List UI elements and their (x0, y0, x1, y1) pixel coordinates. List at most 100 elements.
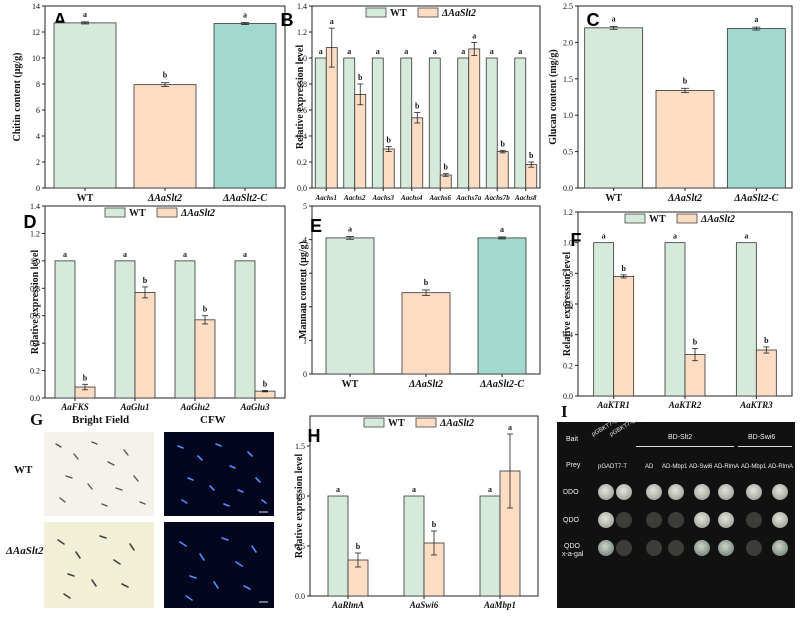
x-tick-label-f-aaktr2: AaKTR2 (668, 400, 702, 410)
x-tick-label-e-wt: WT (342, 379, 359, 390)
legend-swatch-mutant-d (156, 207, 178, 218)
bar-b-aachs8-mutant (525, 164, 538, 189)
bar-h-aarlma-wt (327, 495, 349, 597)
sig-label-b-aachs3-mutant: b (387, 135, 392, 144)
y-tick-label-h: 0.0 (295, 592, 305, 601)
bar-b-aachs7b-mutant (496, 151, 509, 189)
bar-b-aachs6-mutant (439, 174, 452, 189)
legend-swatch-wt-d (104, 207, 126, 218)
legend-label-wt-d: WT (129, 208, 146, 219)
bar-d-aaglu2-wt (174, 260, 196, 399)
legend-label-mutant-h: ΔAaSlt2 (439, 418, 474, 429)
y-tick-label-h: 1.0 (295, 492, 305, 501)
sig-label-b-aachs1-wt: a (319, 47, 323, 56)
x-tick-label-d-aaglu2: AaGlu2 (179, 402, 210, 412)
sig-label-c-aaslt2-c: a (754, 15, 758, 24)
bar-b-aachs4-wt (400, 57, 413, 189)
y-tick-label-d: 1.0 (30, 257, 40, 266)
bar-f-aaktr3-mutant (755, 349, 777, 397)
bar-b-aachs4-mutant (411, 117, 424, 189)
sig-label-a-aaslt2-c: a (243, 11, 247, 20)
bar-a-aaslt2 (133, 84, 197, 189)
prey-pgadt7-t: pGADT7-T (598, 464, 628, 470)
sig-label-b-aachs6-wt: a (433, 47, 437, 56)
y-tick-label-d: 0.4 (30, 339, 40, 348)
bar-b-aachs1-wt (314, 57, 327, 189)
bar-d-aafks-wt (54, 260, 76, 399)
y-tick-label-c: 0.0 (563, 184, 573, 193)
x-tick-label-a-aaslt2: ΔAaSlt2 (147, 193, 182, 204)
col-title-cfw: CFW (200, 414, 226, 426)
plot-frame-b (311, 5, 541, 189)
y-tick-label-e: 0 (303, 370, 307, 379)
sig-label-c-aaslt2: b (683, 76, 688, 85)
yeast-colony (646, 512, 662, 528)
sig-label-d-aaglu2-mutant: b (203, 305, 208, 314)
prey-ad: AD (645, 464, 654, 470)
yeast-colony (746, 484, 762, 500)
sig-label-b-aachs8-wt: a (518, 47, 522, 56)
x-tick-label-h-aaswi6: AaSwi6 (409, 600, 439, 610)
legend-swatch-mutant-b (417, 7, 439, 18)
yeast-colony (598, 540, 614, 556)
x-tick-label-c-wt: WT (605, 193, 622, 204)
panel-label-g: G (30, 410, 44, 429)
bar-a-aaslt2-c (213, 23, 277, 189)
x-tick-label-b-aachs7b: Aachs7b (484, 194, 510, 202)
x-tick-label-b-aachs6: Aachs6 (429, 194, 452, 202)
x-tick-label-e-aaslt2: ΔAaSlt2 (408, 379, 443, 390)
legend-label-mutant-b: ΔAaSlt2 (441, 8, 476, 19)
yeast-colony (772, 512, 788, 528)
y-tick-label-a: 2 (36, 158, 40, 167)
legend-swatch-wt-b (365, 7, 387, 18)
medium-qdo-xagal: QDO (564, 543, 580, 550)
sig-label-h-aambp1-mutant: a (508, 423, 512, 432)
legend-swatch-wt-f (624, 213, 646, 224)
y-tick-label-h: 1.5 (295, 442, 305, 451)
bar-b-aachs7a-mutant (468, 48, 481, 189)
sig-label-e-wt: a (348, 225, 352, 234)
sig-label-b-aachs4-wt: a (404, 47, 408, 56)
y-tick-label-c: 0.5 (563, 148, 573, 157)
yeast-colony (746, 540, 762, 556)
bar-b-aachs7a-wt (457, 57, 470, 189)
panel-label-b: B (281, 10, 294, 30)
panel-label-c: C (587, 10, 600, 30)
sig-label-f-aaktr3-wt: a (744, 232, 748, 241)
y-tick-label-c: 2.0 (563, 38, 573, 47)
bait-group-slt2: BD-Slt2 (668, 434, 693, 441)
bright-field-wt-image (44, 432, 154, 516)
yeast-colony (616, 484, 632, 500)
x-tick-label-a-aaslt2-c: ΔAaSlt2-C (222, 193, 267, 204)
yeast-colony (616, 540, 632, 556)
legend-swatch-mutant-f (676, 213, 698, 224)
y-tick-label-a: 10 (32, 54, 40, 63)
y-axis-title-h: Relative expression level (294, 454, 305, 558)
sig-label-h-aambp1-wt: a (488, 485, 492, 494)
yeast-colony (668, 540, 684, 556)
prey-ad-mbp1-swi6: AD-Mbp1 (741, 464, 767, 470)
y-tick-label-f: 0.2 (563, 361, 573, 370)
y-tick-label-f: 1.0 (563, 239, 573, 248)
y-axis-title-d: Relative expression level (30, 250, 41, 354)
x-tick-label-d-aaglu1: AaGlu1 (119, 402, 149, 412)
y-tick-label-b: 1.2 (297, 28, 307, 37)
prey-ad-rlma-slt2: AD-RlmA (714, 464, 739, 470)
y-tick-label-f: 0.6 (563, 300, 573, 309)
sig-label-b-aachs4-mutant: b (415, 102, 420, 111)
bar-d-aaglu2-mutant (194, 319, 216, 399)
y-axis-title-a: Chitin content (μg/g) (12, 53, 23, 142)
bar-f-aaktr3-wt (735, 242, 757, 397)
sig-label-d-aafks-wt: a (63, 250, 67, 259)
yeast-colony (718, 540, 734, 556)
bar-e-aaslt2 (401, 292, 451, 375)
bait-swi6-rule (738, 446, 792, 447)
y-tick-label-b: 0.0 (297, 184, 307, 193)
yeast-colony (646, 540, 662, 556)
y-tick-label-a: 8 (36, 80, 40, 89)
y-tick-label-a: 6 (36, 106, 40, 115)
prey-ad-mbp1-slt2: AD-Mbp1 (662, 464, 688, 470)
x-tick-label-b-aachs2: Aachs2 (343, 194, 366, 202)
prey-ad-swi6: AD-Swi6 (689, 464, 713, 470)
